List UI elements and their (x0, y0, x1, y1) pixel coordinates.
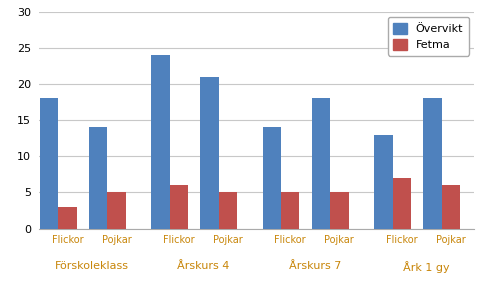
Bar (200, 77, 219, 229)
Bar (393, 178, 411, 229)
Bar (312, 98, 330, 229)
Text: Förskoleklass: Förskoleklass (55, 261, 129, 271)
Bar (40, 98, 58, 229)
Bar (219, 193, 237, 229)
Bar (263, 127, 281, 229)
Bar (151, 55, 169, 229)
Text: Årk 1 gy: Årk 1 gy (403, 261, 450, 273)
Bar (58, 207, 76, 229)
Bar (441, 185, 460, 229)
Bar (89, 127, 107, 229)
Legend: Övervikt, Fetma: Övervikt, Fetma (388, 17, 469, 56)
Text: Årskurs 7: Årskurs 7 (288, 261, 341, 271)
Bar (374, 134, 393, 229)
Bar (107, 193, 126, 229)
Bar (423, 98, 441, 229)
Text: Årskurs 4: Årskurs 4 (177, 261, 229, 271)
Bar (330, 193, 348, 229)
Bar (169, 185, 188, 229)
Bar (281, 193, 300, 229)
